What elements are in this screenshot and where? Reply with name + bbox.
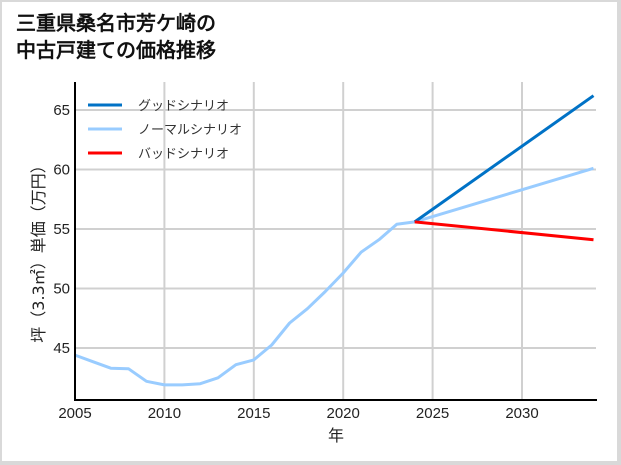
x-tick-labels: 2005 2010 2015 2020 2025 2030 (58, 405, 538, 422)
y-tick-labels: 45 50 55 60 65 (53, 102, 70, 357)
x-tick-label: 2005 (58, 405, 91, 422)
series-lines (74, 94, 595, 387)
grid-lines (75, 82, 596, 400)
x-tick-label: 2025 (416, 405, 449, 422)
series-line-0 (413, 94, 595, 224)
y-tick-label: 65 (53, 102, 70, 119)
title-line-1: 三重県桑名市芳ケ崎の (16, 11, 216, 35)
legend-label: グッドシナリオ (138, 99, 229, 114)
x-tick-label: 2020 (327, 405, 360, 422)
y-tick-label: 55 (53, 221, 70, 238)
chart-title: 三重県桑名市芳ケ崎の 中古戸建ての価格推移 (16, 10, 216, 64)
x-tick-label: 2030 (505, 405, 538, 422)
y-tick-label: 50 (53, 281, 70, 298)
y-axis-label: 坪（3.3㎡）単価（万円） (29, 157, 48, 342)
y-tick-label: 60 (53, 162, 70, 179)
x-axis-label: 年 (328, 426, 344, 445)
y-tick-label: 45 (53, 340, 70, 357)
x-tick-label: 2015 (237, 405, 270, 422)
title-line-2: 中古戸建ての価格推移 (16, 38, 216, 62)
x-tick-label: 2010 (148, 405, 181, 422)
legend-label: バッドシナリオ (138, 147, 229, 162)
series-line-2 (414, 220, 594, 242)
legend-label: ノーマルシナリオ (138, 123, 242, 138)
series-line-1 (74, 166, 594, 387)
